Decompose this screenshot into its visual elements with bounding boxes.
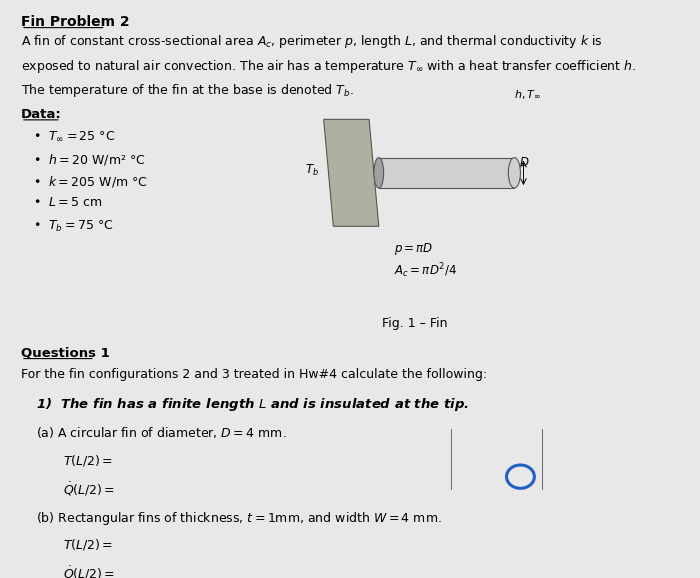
Text: •  $L = 5$ cm: • $L = 5$ cm: [33, 197, 102, 209]
Text: $T(L/2) =$: $T(L/2) =$: [63, 453, 113, 468]
Text: •  $h = 20$ W/m² °C: • $h = 20$ W/m² °C: [33, 152, 146, 167]
Text: Fig. 1 – Fin: Fig. 1 – Fin: [382, 317, 447, 330]
Text: $p = \pi D$: $p = \pi D$: [394, 241, 433, 257]
Text: Questions 1: Questions 1: [21, 346, 110, 360]
Ellipse shape: [374, 158, 384, 188]
Text: •  $T_\infty = 25$ °C: • $T_\infty = 25$ °C: [33, 129, 116, 143]
Text: exposed to natural air convection. The air has a temperature $T_\infty$ with a h: exposed to natural air convection. The a…: [21, 58, 636, 75]
Ellipse shape: [508, 158, 520, 188]
Text: (b) Rectangular fins of thickness, $t = 1$mm, and width $W = 4$ mm.: (b) Rectangular fins of thickness, $t = …: [36, 510, 442, 527]
Text: $\dot{Q}(L/2) =$: $\dot{Q}(L/2) =$: [63, 480, 116, 498]
Text: $T_b$: $T_b$: [304, 163, 318, 179]
Text: (a) A circular fin of diameter, $D = 4$ mm.: (a) A circular fin of diameter, $D = 4$ …: [36, 425, 287, 440]
Text: $A_c = \pi D^2/4$: $A_c = \pi D^2/4$: [394, 261, 457, 280]
Text: Data:: Data:: [21, 108, 62, 121]
Bar: [379, 158, 514, 188]
Text: Fin Problem 2: Fin Problem 2: [21, 16, 130, 29]
Text: $T(L/2) =$: $T(L/2) =$: [63, 537, 113, 552]
Text: A fin of constant cross-sectional area $A_c$, perimeter $p$, length $L$, and the: A fin of constant cross-sectional area $…: [21, 33, 603, 50]
Text: •  $k = 205$ W/m °C: • $k = 205$ W/m °C: [33, 174, 148, 189]
Text: $\dot{Q}(L/2) =$: $\dot{Q}(L/2) =$: [63, 564, 116, 578]
Text: $h, T_\infty$: $h, T_\infty$: [514, 89, 542, 101]
Text: $D$: $D$: [519, 155, 530, 169]
Polygon shape: [323, 119, 379, 227]
Text: •  $T_b = 75$ °C: • $T_b = 75$ °C: [33, 218, 113, 234]
Text: The temperature of the fin at the base is denoted $T_b$.: The temperature of the fin at the base i…: [21, 82, 354, 99]
Text: For the fin configurations 2 and 3 treated in Hw#4 calculate the following:: For the fin configurations 2 and 3 treat…: [21, 368, 487, 381]
Text: 1)  The fin has a finite length $L$ and is insulated at the tip.: 1) The fin has a finite length $L$ and i…: [36, 396, 469, 413]
